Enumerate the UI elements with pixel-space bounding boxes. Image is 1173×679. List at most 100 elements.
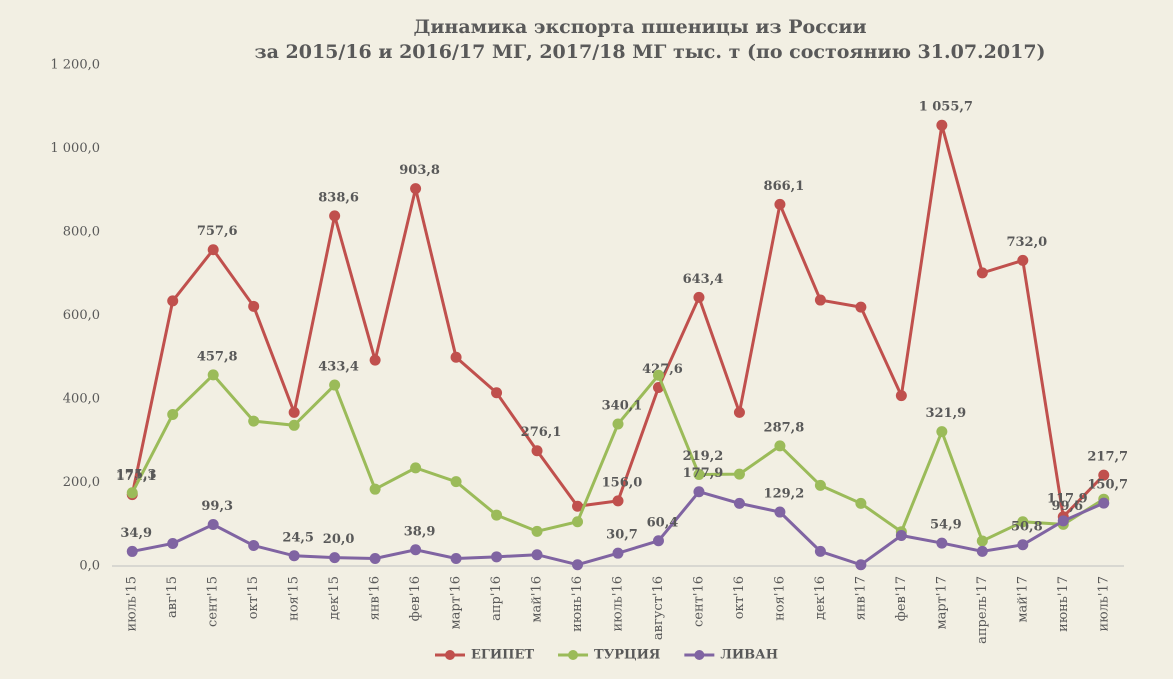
data-label: 433,4 (318, 360, 359, 375)
point (733, 497, 745, 509)
point (410, 544, 422, 556)
point (491, 509, 503, 521)
point (814, 479, 826, 491)
data-label: 732,0 (1006, 235, 1047, 250)
point (1098, 469, 1110, 481)
x-tick-label: июль'17 (1096, 576, 1111, 631)
point (855, 497, 867, 509)
y-tick-label: 600,0 (63, 308, 100, 323)
x-tick-label: дек'15 (327, 576, 342, 620)
legend-marker (568, 650, 579, 660)
point (855, 559, 867, 571)
data-label: 1 055,7 (919, 100, 973, 115)
x-tick-label: апрель'17 (975, 576, 990, 644)
x-tick-label: август'16 (651, 576, 666, 640)
x-tick-label: янв'16 (368, 576, 383, 620)
point (450, 351, 462, 363)
data-label: 219,2 (683, 449, 724, 464)
point (774, 198, 786, 210)
x-tick-label: фев'17 (894, 576, 909, 621)
legend-label: ЕГИПЕТ (471, 648, 534, 663)
point (248, 300, 260, 312)
data-label: 54,9 (930, 518, 962, 533)
point (612, 495, 624, 507)
point (733, 406, 745, 418)
point (288, 550, 300, 562)
data-label: 177,9 (683, 466, 724, 481)
point (248, 540, 260, 552)
point (410, 462, 422, 474)
point (369, 354, 381, 366)
x-tick-label: ноя'15 (287, 576, 302, 621)
chart-title: Динамика экспорта пшеницы из России (413, 16, 866, 38)
point (936, 426, 948, 438)
data-label: 175,3 (116, 467, 157, 482)
data-label: 276,1 (521, 425, 562, 440)
point (1017, 516, 1029, 528)
point (774, 440, 786, 452)
x-tick-label: ноя'16 (772, 576, 787, 621)
point (612, 547, 624, 559)
point (207, 369, 219, 381)
x-tick-label: июль'15 (125, 576, 140, 631)
data-label: 50,8 (1011, 519, 1043, 534)
point (855, 301, 867, 313)
y-tick-label: 1 200,0 (50, 58, 100, 73)
point (1017, 254, 1029, 266)
legend-label: ТУРЦИЯ (594, 648, 660, 663)
point (329, 210, 341, 222)
point (410, 183, 422, 195)
point (693, 486, 705, 498)
point (531, 445, 543, 457)
point (895, 390, 907, 402)
legend-marker (445, 650, 455, 660)
point (1057, 515, 1069, 527)
y-tick-label: 200,0 (63, 475, 100, 490)
point (733, 468, 745, 480)
data-label: 838,6 (318, 190, 359, 205)
x-tick-label: июнь'16 (570, 576, 585, 632)
chart-subtitle: за 2015/16 и 2016/17 МГ, 2017/18 МГ тыс.… (254, 41, 1045, 63)
y-tick-label: 1 000,0 (50, 141, 100, 156)
point (491, 551, 503, 563)
x-tick-label: дек'16 (813, 576, 828, 620)
data-label: 287,8 (764, 420, 805, 435)
data-label: 99,3 (201, 499, 233, 514)
point (895, 530, 907, 542)
x-tick-label: фев'16 (408, 576, 423, 621)
y-tick-label: 400,0 (63, 392, 100, 407)
x-tick-label: окт'16 (732, 576, 747, 619)
point (167, 408, 179, 420)
data-label: 866,1 (764, 179, 805, 194)
data-label: 30,7 (606, 528, 638, 543)
point (693, 291, 705, 303)
x-tick-label: сент'16 (691, 576, 706, 627)
data-label: 757,6 (197, 224, 238, 239)
point (329, 379, 341, 391)
point (976, 535, 988, 547)
data-label: 427,6 (642, 362, 683, 377)
point (936, 119, 948, 131)
point (814, 545, 826, 557)
point (652, 535, 664, 547)
x-tick-label: июль'16 (611, 576, 626, 631)
x-tick-label: март'17 (934, 576, 949, 630)
y-tick-label: 0,0 (79, 559, 100, 574)
point (491, 387, 503, 399)
x-tick-label: янв'17 (853, 576, 868, 620)
x-tick-label: май'17 (1015, 576, 1030, 623)
data-label: 34,9 (120, 526, 152, 541)
data-label: 99,6 (1051, 499, 1083, 514)
data-label: 643,4 (683, 272, 724, 287)
point (612, 418, 624, 430)
point (572, 559, 584, 571)
data-label: 24,5 (282, 530, 314, 545)
data-label: 20,0 (323, 532, 355, 547)
x-tick-label: июнь'17 (1056, 576, 1071, 632)
point (652, 369, 664, 381)
data-label: 38,9 (404, 524, 436, 539)
point (572, 516, 584, 528)
point (126, 487, 138, 499)
data-label: 129,2 (764, 487, 805, 502)
